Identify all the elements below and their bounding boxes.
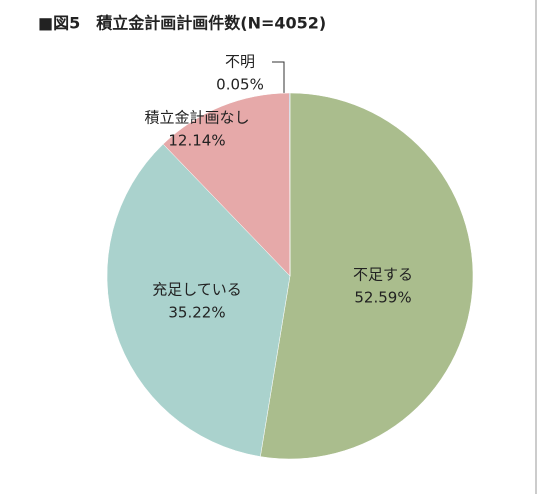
value-label: 0.05% [216,76,264,94]
pie-slice [289,92,291,277]
slice-label: 積立金計画なし [144,109,249,127]
value-label: 35.22% [168,304,225,322]
pie-slice [162,92,291,277]
chart-title: ■図5 積立金計画計画件数(N=4052) [38,14,326,33]
leader-line [272,61,285,94]
pie-slice [106,143,291,457]
value-label: 12.14% [168,132,225,150]
pie-slice [260,92,474,460]
slice-label: 不足する [353,266,413,284]
slice-label: 充足している [152,281,242,299]
slice-label: 不明 [225,53,255,71]
value-label: 52.59% [354,289,411,307]
